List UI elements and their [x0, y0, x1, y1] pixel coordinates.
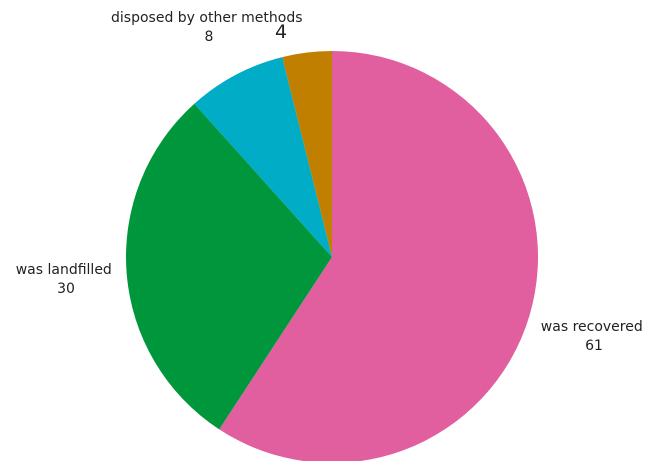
pie-slices: [125, 51, 538, 461]
pie-slice-was-landfilled: [125, 103, 332, 430]
label-smallest-value: 4: [275, 21, 287, 43]
pie-slice-was-recovered: [219, 51, 538, 461]
label-was-recovered-value: 61: [585, 338, 603, 354]
label-was-landfilled-name: was landfilled: [16, 262, 112, 278]
pie-slice-disposed-by-other-methods: [194, 57, 332, 257]
label-was-landfilled-value: 30: [57, 281, 75, 297]
label-disposed-other-name: disposed by other methods: [111, 10, 303, 26]
label-disposed-other-value: 8: [205, 29, 214, 45]
label-disposed-other: disposed by other methods 8: [111, 10, 307, 45]
label-was-recovered-name: was recovered: [541, 319, 643, 335]
pie-slice-unlabeled: [282, 51, 332, 257]
label-was-landfilled: was landfilled 30: [16, 262, 117, 297]
label-was-recovered: was recovered 61: [541, 319, 647, 354]
